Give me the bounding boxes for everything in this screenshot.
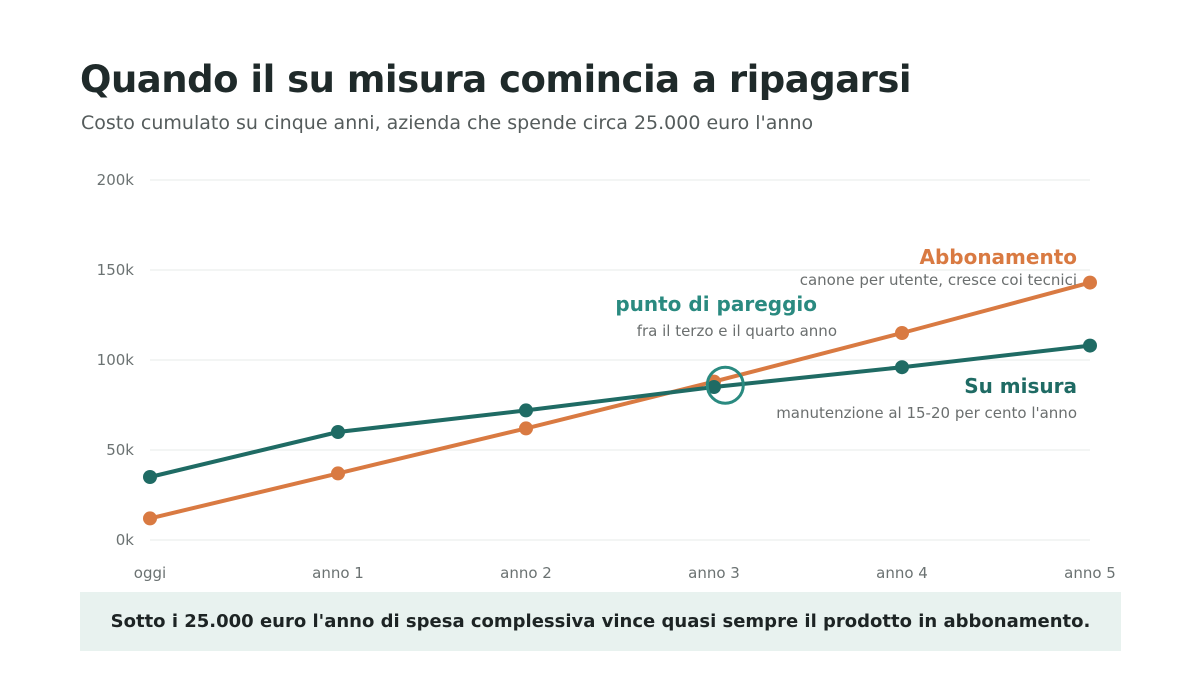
chart-title: Quando il su misura comincia a ripagarsi [80,58,912,101]
series-note-subscription: canone per utente, cresce coi tecnici [800,271,1077,289]
data-point-subscription [143,511,157,526]
data-point-subscription [331,466,345,481]
y-tick-label: 200k [97,171,135,189]
y-tick-label: 150k [97,261,135,279]
x-tick-label: anno 1 [312,564,364,582]
takeaway-callout: Sotto i 25.000 euro l'anno di spesa comp… [80,592,1121,651]
data-point-custom [707,380,721,394]
chart-grid [150,179,1090,541]
series-line-custom [148,343,1092,479]
x-tick-label: anno 2 [500,564,552,582]
data-point-subscription [519,421,533,436]
breakeven-annotation: punto di pareggio fra il terzo e il quart… [615,292,837,405]
y-tick-label: 0k [116,531,135,549]
data-point-custom [143,470,157,484]
breakeven-marker [705,365,745,405]
data-point-subscription [895,326,909,340]
breakeven-title: punto di pareggio [615,292,817,316]
series-line-subscription [148,280,1092,521]
chart-series [143,275,1097,526]
series-label-subscription: Abbonamento [919,245,1077,269]
x-tick-label: anno 3 [688,564,740,582]
x-tick-label: anno 4 [876,564,928,582]
takeaway-text: Sotto i 25.000 euro l'anno di spesa comp… [110,611,1091,632]
data-point-custom [1083,338,1097,353]
breakeven-text: fra il terzo e il quarto anno [637,322,837,340]
series-label-custom: Su misura [964,374,1077,398]
data-point-custom [519,403,533,418]
data-point-custom [331,425,345,439]
series-labels: Abbonamento canone per utente, cresce coi… [776,245,1077,422]
data-point-subscription [1083,275,1097,290]
series-note-custom: manutenzione al 15-20 per cento l'anno [776,404,1077,422]
y-axis: 0k 50k 100k 150k 200k [97,171,135,549]
y-tick-label: 100k [97,351,135,369]
line-chart: 0k 50k 100k 150k 200k oggi anno 1 anno 2 anno 3… [97,171,1116,582]
x-tick-label: oggi [134,564,166,582]
x-axis: oggi anno 1 anno 2 anno 3 anno 4 anno 5 [134,564,1116,582]
x-tick-label: anno 5 [1064,564,1116,582]
chart-subtitle: Costo cumulato su cinque anni, azienda c… [81,112,814,134]
y-tick-label: 50k [106,441,134,459]
data-point-custom [895,360,909,375]
